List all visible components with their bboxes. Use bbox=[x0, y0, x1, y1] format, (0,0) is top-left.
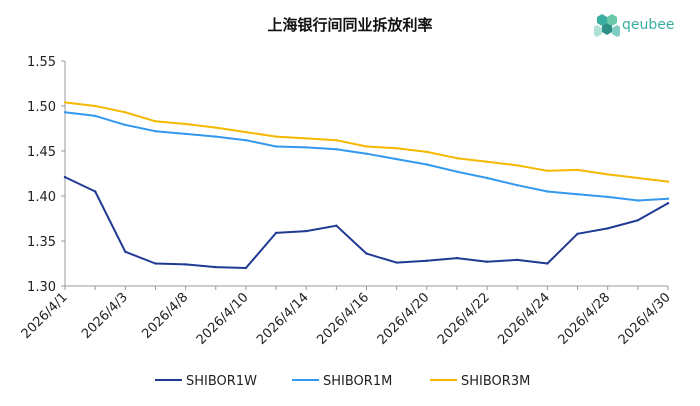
data-point-shibor3m bbox=[244, 130, 248, 134]
legend-label-shibor3m: SHIBOR3M bbox=[461, 374, 530, 389]
data-point-shibor3m bbox=[124, 111, 127, 114]
data-point-shibor1w bbox=[63, 175, 67, 179]
y-tick-label: 1.55 bbox=[27, 55, 56, 70]
data-point-shibor1m bbox=[485, 176, 489, 180]
data-point-shibor1m bbox=[184, 132, 187, 136]
data-point-shibor1w bbox=[244, 266, 248, 270]
x-tick-label: 2026/4/16 bbox=[314, 290, 372, 348]
data-point-shibor1m bbox=[154, 130, 157, 133]
data-point-shibor1w bbox=[666, 202, 670, 205]
data-point-shibor1m bbox=[606, 195, 609, 199]
data-point-shibor1w bbox=[485, 260, 489, 263]
y-tick-label: 1.50 bbox=[27, 100, 56, 115]
data-point-shibor1m bbox=[636, 199, 640, 202]
data-point-shibor3m bbox=[455, 157, 459, 160]
data-point-shibor1w bbox=[305, 229, 308, 233]
data-point-shibor1w bbox=[365, 252, 368, 255]
data-point-shibor3m bbox=[666, 180, 670, 183]
data-point-shibor3m bbox=[154, 120, 157, 123]
x-tick-label: 2026/4/10 bbox=[194, 290, 252, 348]
data-point-shibor1m bbox=[365, 152, 368, 155]
brand-logo: qeubee bbox=[594, 8, 675, 42]
x-tick-label: 2026/4/30 bbox=[616, 290, 674, 348]
qeubee-logo-icon bbox=[594, 14, 620, 37]
brand-name: qeubee bbox=[622, 17, 675, 33]
data-point-shibor3m bbox=[93, 104, 97, 108]
y-tick-label: 1.45 bbox=[27, 145, 56, 160]
data-point-shibor1w bbox=[124, 250, 127, 253]
data-point-shibor3m bbox=[274, 135, 278, 138]
x-tick-label: 2026/4/22 bbox=[435, 290, 493, 348]
data-point-shibor1w bbox=[606, 227, 609, 230]
data-point-shibor3m bbox=[546, 169, 549, 172]
chart-title: 上海银行间同业拆放利率 bbox=[267, 16, 433, 34]
x-tick-label: 2026/4/1 bbox=[19, 290, 71, 342]
data-point-shibor1w bbox=[636, 219, 640, 222]
data-point-shibor1w bbox=[335, 224, 338, 227]
data-point-shibor3m bbox=[576, 168, 579, 172]
data-point-shibor1m bbox=[516, 184, 519, 187]
data-point-shibor1m bbox=[455, 170, 459, 173]
data-point-shibor1w bbox=[576, 232, 579, 235]
legend-label-shibor1m: SHIBOR1M bbox=[323, 374, 392, 389]
data-point-shibor3m bbox=[395, 147, 398, 150]
data-point-shibor1m bbox=[124, 123, 127, 127]
data-point-shibor3m bbox=[516, 164, 519, 167]
y-tick-label: 1.35 bbox=[27, 235, 56, 250]
data-point-shibor1m bbox=[335, 148, 338, 151]
x-tick-label: 2026/4/14 bbox=[254, 290, 312, 348]
data-point-shibor3m bbox=[184, 122, 187, 126]
x-tick-label: 2026/4/20 bbox=[375, 290, 433, 348]
data-point-shibor1m bbox=[93, 114, 97, 118]
data-point-shibor1w bbox=[516, 258, 519, 262]
data-point-shibor1w bbox=[395, 261, 398, 264]
data-point-shibor3m bbox=[425, 150, 428, 154]
data-point-shibor1m bbox=[244, 139, 248, 142]
data-point-shibor3m bbox=[63, 101, 67, 104]
data-point-shibor3m bbox=[365, 145, 368, 148]
y-tick-label: 1.30 bbox=[27, 280, 56, 295]
data-point-shibor1m bbox=[546, 190, 549, 193]
data-point-shibor3m bbox=[305, 137, 308, 140]
data-point-shibor1w bbox=[425, 259, 428, 262]
data-point-shibor1w bbox=[214, 265, 217, 269]
x-tick-label: 2026/4/3 bbox=[79, 290, 131, 342]
data-point-shibor1m bbox=[576, 193, 579, 196]
x-tick-label: 2026/4/28 bbox=[556, 290, 614, 348]
data-point-shibor1m bbox=[395, 157, 398, 161]
data-point-shibor1m bbox=[214, 135, 217, 138]
x-tick-label: 2026/4/24 bbox=[495, 290, 553, 348]
data-point-shibor3m bbox=[335, 139, 338, 142]
data-point-shibor3m bbox=[485, 160, 489, 163]
data-point-shibor1w bbox=[455, 256, 459, 260]
y-tick-label: 1.40 bbox=[27, 190, 56, 205]
data-point-shibor1w bbox=[93, 190, 97, 193]
data-point-shibor1w bbox=[184, 263, 187, 266]
data-point-shibor1w bbox=[546, 262, 549, 265]
data-point-shibor1m bbox=[305, 146, 308, 149]
series-line-shibor1m bbox=[64, 111, 669, 202]
data-point-shibor3m bbox=[214, 126, 217, 129]
data-point-shibor1w bbox=[274, 231, 278, 235]
data-point-shibor1m bbox=[63, 111, 67, 114]
data-point-shibor1m bbox=[666, 197, 670, 200]
data-point-shibor3m bbox=[606, 173, 609, 176]
data-point-shibor1m bbox=[274, 145, 278, 148]
data-point-shibor1m bbox=[425, 163, 428, 166]
legend-label-shibor1w: SHIBOR1W bbox=[186, 374, 257, 389]
x-tick-label: 2026/4/8 bbox=[139, 290, 191, 342]
data-point-shibor1w bbox=[154, 262, 157, 265]
data-point-shibor3m bbox=[636, 176, 640, 180]
